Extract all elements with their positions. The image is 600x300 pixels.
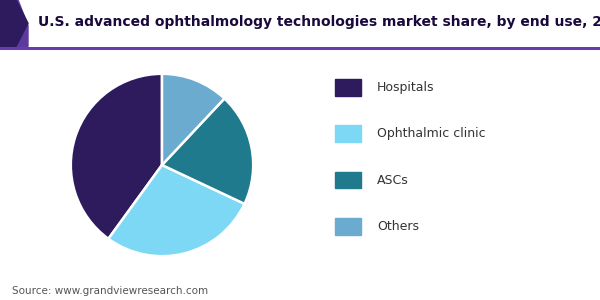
Text: ASCs: ASCs [377,173,409,187]
Polygon shape [0,0,28,46]
Wedge shape [162,98,253,204]
Text: Others: Others [377,220,419,233]
Bar [335,218,361,235]
Bar [335,125,361,142]
Wedge shape [162,74,224,165]
Wedge shape [71,74,162,239]
Text: Source: www.grandviewresearch.com: Source: www.grandviewresearch.com [12,286,208,296]
Bar [335,172,361,188]
Text: U.S. advanced ophthalmology technologies market share, by end use, 2018 (%): U.S. advanced ophthalmology technologies… [38,15,600,29]
Bar [335,79,361,96]
Wedge shape [109,165,245,256]
Text: Hospitals: Hospitals [377,81,434,94]
Text: Ophthalmic clinic: Ophthalmic clinic [377,127,485,140]
Polygon shape [0,0,28,46]
